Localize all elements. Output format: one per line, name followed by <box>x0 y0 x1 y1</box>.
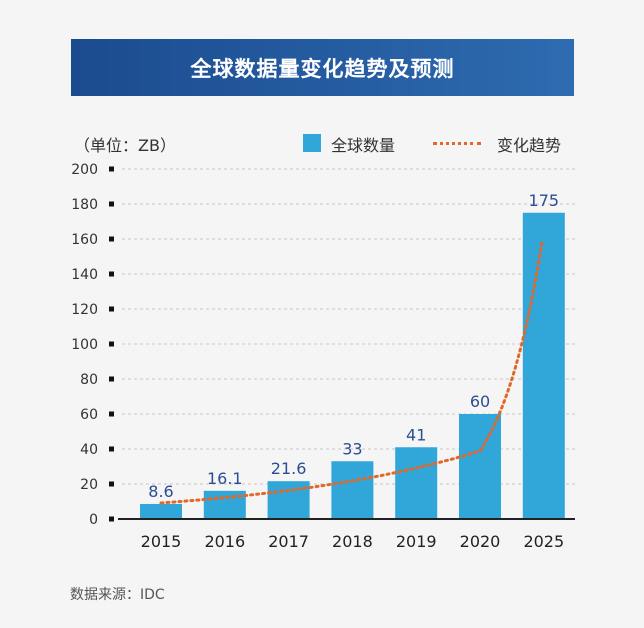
y-tick-label: 200 <box>71 162 98 178</box>
bar <box>140 503 182 519</box>
data-label: 21.6 <box>271 459 307 478</box>
legend-bar-label: 全球数量 <box>331 136 396 155</box>
y-tick-label: 180 <box>71 197 98 213</box>
legend-bar-swatch <box>303 134 321 152</box>
y-tick-label: 160 <box>71 232 98 248</box>
data-label: 60 <box>470 392 490 411</box>
x-tick-label: 2020 <box>460 532 501 551</box>
y-axis-unit-label: （单位：ZB） <box>74 136 176 155</box>
y-tick-mark <box>109 516 114 522</box>
title-banner: 全球数据量变化趋势及预测 <box>71 39 574 96</box>
y-tick-label: 40 <box>80 442 98 458</box>
y-tick-mark <box>109 376 114 382</box>
y-tick-label: 20 <box>80 477 98 493</box>
x-tick-label: 2018 <box>332 532 373 551</box>
y-tick-mark <box>109 411 114 417</box>
legend-trend-swatch <box>433 142 481 145</box>
chart-title: 全球数据量变化趋势及预测 <box>190 56 455 81</box>
y-tick-label: 80 <box>80 372 98 388</box>
y-tick-mark <box>109 306 114 312</box>
y-tick-label: 60 <box>80 407 98 423</box>
x-tick-label: 2019 <box>396 532 437 551</box>
y-tick-label: 0 <box>89 512 98 528</box>
legend-trend-label: 变化趋势 <box>497 136 562 155</box>
data-label: 33 <box>342 439 362 458</box>
source-note: 数据来源：IDC <box>70 587 165 603</box>
y-tick-mark <box>109 201 114 207</box>
bar <box>459 414 501 519</box>
bar <box>331 461 374 519</box>
data-label: 16.1 <box>207 469 243 488</box>
trend-line <box>159 241 544 505</box>
y-tick-mark <box>109 481 114 487</box>
y-tick-mark <box>109 236 114 242</box>
y-tick-label: 120 <box>71 302 98 318</box>
data-label: 41 <box>406 425 426 444</box>
data-label: 8.6 <box>148 482 173 501</box>
bar <box>267 481 310 519</box>
y-tick-mark <box>109 166 114 172</box>
bar <box>522 212 565 519</box>
bar <box>395 447 438 519</box>
x-tick-label: 2015 <box>141 532 182 551</box>
data-label: 175 <box>529 191 560 210</box>
x-tick-label: 2025 <box>523 532 564 551</box>
y-tick-mark <box>109 271 114 277</box>
y-tick-mark <box>109 446 114 452</box>
x-tick-label: 2017 <box>268 532 309 551</box>
x-tick-label: 2016 <box>204 532 245 551</box>
y-tick-label: 100 <box>71 337 98 353</box>
y-tick-label: 140 <box>71 267 98 283</box>
y-tick-mark <box>109 341 114 347</box>
